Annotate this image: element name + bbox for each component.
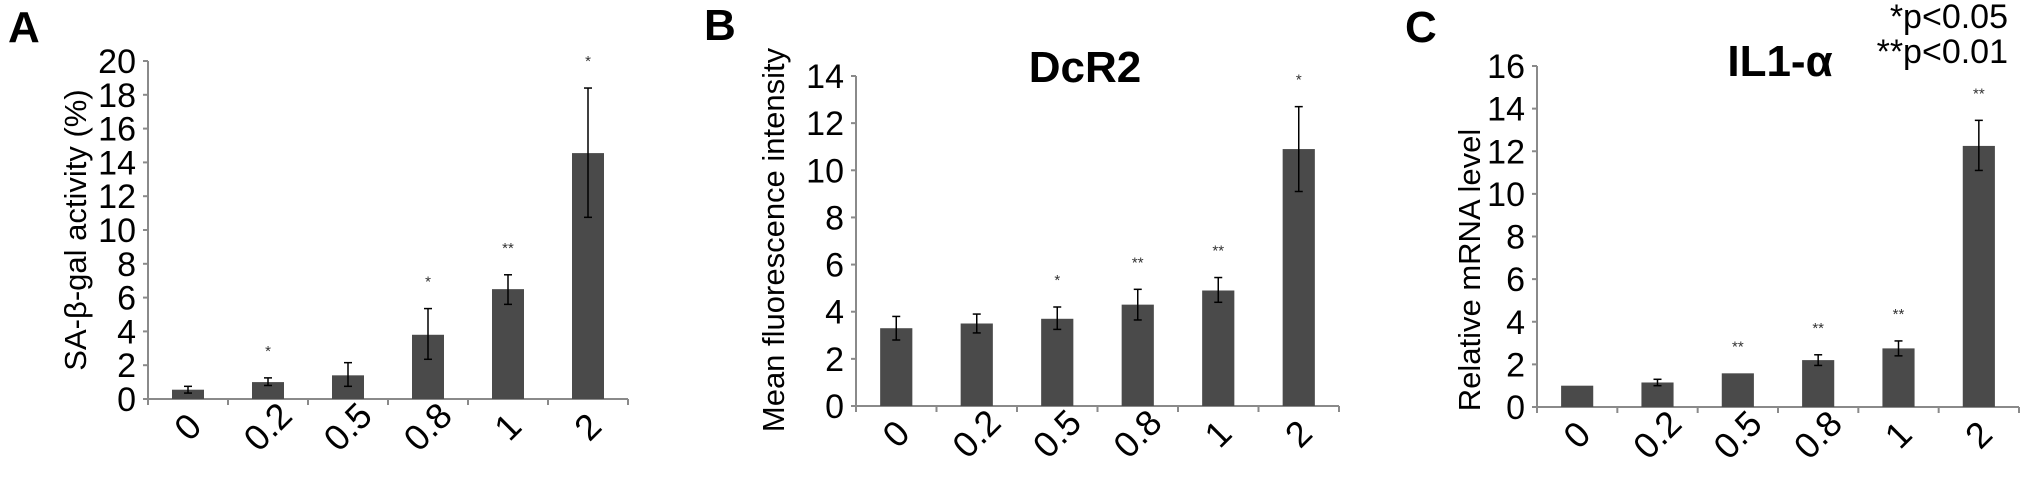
- y-tick-label: 2: [1506, 346, 1525, 384]
- x-tick-label: 2: [566, 405, 609, 448]
- y-tick-label: 0: [1506, 389, 1525, 427]
- significance-marker: **: [1893, 306, 1905, 323]
- panel-label: B: [704, 1, 736, 50]
- significance-marker: **: [1973, 85, 1985, 102]
- panel-label: C: [1405, 3, 1437, 52]
- y-tick-label: 6: [825, 247, 844, 285]
- y-tick-label: 2: [117, 347, 136, 385]
- y-tick-label: 4: [825, 294, 844, 332]
- y-tick-label: 10: [98, 212, 136, 250]
- bar: [172, 389, 204, 399]
- y-tick-label: 12: [98, 178, 136, 216]
- bar: [1882, 348, 1915, 407]
- x-tick-label: 0: [1555, 413, 1598, 456]
- panel-b: B Mean fluorescence intensity DcR2 02468…: [704, 1, 1340, 466]
- significance-marker: *: [265, 343, 271, 360]
- y-tick-label: 4: [1506, 304, 1525, 342]
- x-tick-label: 0.8: [395, 394, 459, 458]
- y-tick-label: 8: [825, 199, 844, 237]
- panel-c: C Relative mRNA level IL1-α *p<0.05 **p<…: [1405, 0, 2020, 467]
- x-tick-label: 0.8: [1786, 402, 1850, 466]
- y-tick-label: 14: [1487, 91, 1525, 129]
- significance-marker: **: [1212, 243, 1224, 260]
- panel-label: A: [8, 3, 40, 52]
- y-tick-label: 6: [117, 280, 136, 318]
- significance-marker: *: [425, 274, 431, 291]
- bar: [1641, 382, 1674, 407]
- x-tick-label: 0.5: [315, 394, 379, 458]
- x-tick-label: 0: [874, 412, 917, 455]
- x-tick-label: 0.2: [235, 394, 299, 458]
- significance-marker: *: [1054, 272, 1060, 289]
- x-tick-label: 1: [1877, 413, 1920, 456]
- y-tick-label: 12: [806, 105, 844, 143]
- bar: [332, 375, 364, 399]
- y-tick-label: 10: [1487, 176, 1525, 214]
- y-tick-label: 18: [98, 77, 136, 115]
- significance-marker: *: [1296, 72, 1302, 89]
- legend-p001: **p<0.01: [1877, 33, 2008, 71]
- x-tick-label: 1: [1196, 412, 1239, 455]
- y-axis-label: SA-β-gal activity (%): [58, 89, 93, 370]
- chart-title: IL1-α: [1727, 37, 1832, 86]
- x-tick-label: 0: [166, 405, 209, 448]
- bar: [1561, 385, 1594, 407]
- bar: [960, 323, 993, 406]
- x-tick-label: 0.5: [1025, 401, 1089, 465]
- y-tick-label: 8: [117, 246, 136, 284]
- y-tick-label: 4: [117, 313, 136, 351]
- legend-p005: *p<0.05: [1890, 0, 2008, 36]
- x-tick-label: 0.5: [1705, 402, 1769, 466]
- significance-marker: **: [1132, 254, 1144, 271]
- bar: [1962, 145, 1995, 407]
- y-tick-label: 16: [1487, 48, 1525, 86]
- significance-marker: *: [585, 53, 591, 70]
- bar: [492, 289, 524, 399]
- x-tick-label: 2: [1277, 412, 1320, 455]
- y-tick-label: 14: [806, 58, 844, 96]
- bar: [1121, 304, 1154, 406]
- significance-marker: **: [1732, 338, 1744, 355]
- bar: [1202, 290, 1235, 406]
- panel-a: A SA-β-gal activity (%) 0246810121416182…: [8, 3, 629, 459]
- y-tick-label: 10: [806, 152, 844, 190]
- x-tick-label: 0.2: [1625, 402, 1689, 466]
- x-tick-label: 1: [486, 405, 529, 448]
- significance-marker: **: [502, 240, 514, 257]
- chart-title: DcR2: [1029, 43, 1142, 92]
- bar: [880, 328, 913, 406]
- bar: [252, 382, 284, 399]
- y-axis-label: Mean fluorescence intensity: [756, 47, 791, 432]
- bar: [1041, 318, 1074, 406]
- y-tick-label: 20: [98, 43, 136, 81]
- significance-marker: **: [1812, 320, 1824, 337]
- y-axis-label: Relative mRNA level: [1452, 129, 1487, 412]
- y-tick-label: 0: [117, 381, 136, 419]
- y-tick-label: 2: [825, 341, 844, 379]
- y-tick-label: 16: [98, 111, 136, 149]
- bar: [1802, 360, 1835, 407]
- y-tick-label: 6: [1506, 261, 1525, 299]
- x-tick-label: 0.8: [1105, 401, 1169, 465]
- y-tick-label: 0: [825, 388, 844, 426]
- x-tick-label: 2: [1957, 413, 2000, 456]
- bar: [1721, 373, 1754, 407]
- y-tick-label: 8: [1506, 219, 1525, 257]
- x-tick-label: 0.2: [944, 401, 1008, 465]
- y-tick-label: 12: [1487, 133, 1525, 171]
- y-tick-label: 14: [98, 144, 136, 182]
